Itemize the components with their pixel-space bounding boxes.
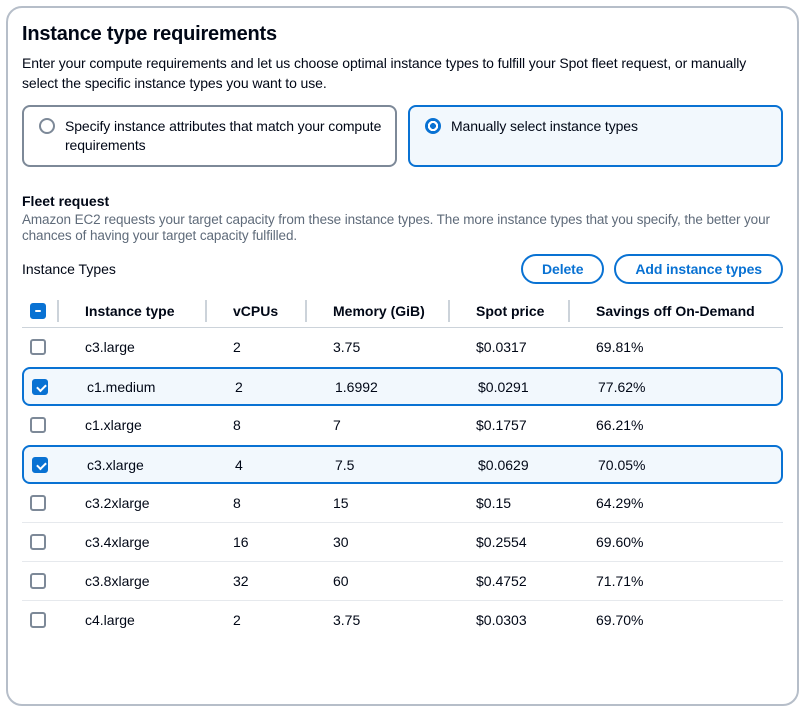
header-cell-instance-type: Instance type (57, 294, 205, 327)
cell-memory: 3.75 (333, 612, 361, 628)
cell-checkbox (22, 328, 57, 366)
checkbox-icon[interactable] (30, 495, 46, 511)
instance-types-label: Instance Types (22, 261, 116, 277)
cell-savings: 70.05% (598, 456, 646, 473)
instance-type-requirements-panel: Instance type requirements Enter your co… (6, 6, 799, 706)
header-cell-savings: Savings off On-Demand (568, 294, 783, 327)
table-header-row: Instance type vCPUs Memory (GiB) Spot pr… (22, 294, 783, 328)
tile-label: Specify instance attributes that match y… (65, 118, 382, 153)
cell-vcpus: 2 (235, 378, 243, 395)
cell-memory: 7 (333, 417, 341, 433)
cell-savings: 64.29% (596, 495, 644, 511)
fleet-request-description: Amazon EC2 requests your target capacity… (22, 212, 770, 243)
cell-vcpus: 2 (233, 612, 241, 628)
cell-instance-type: c3.8xlarge (85, 573, 150, 589)
cell-vcpus: 8 (233, 495, 241, 511)
table-row[interactable]: c3.xlarge 4 7.5 $0.0629 70.05% (22, 445, 783, 484)
checkbox-icon[interactable] (30, 339, 46, 355)
page-title: Instance type requirements (22, 23, 277, 45)
header-cell-memory: Memory (GiB) (305, 294, 448, 327)
cell-memory: 60 (333, 573, 349, 589)
cell-spot-price: $0.2554 (476, 534, 527, 550)
tile-specify-attributes[interactable]: Specify instance attributes that match y… (22, 105, 397, 167)
delete-button[interactable]: Delete (521, 254, 605, 284)
cell-spot-price: $0.4752 (476, 573, 527, 589)
checkbox-indeterminate-icon[interactable] (30, 302, 46, 319)
checkbox-icon[interactable] (30, 417, 46, 433)
table-row[interactable]: c3.4xlarge 16 30 $0.2554 69.60% (22, 523, 783, 562)
cell-spot-price: $0.0629 (478, 456, 529, 473)
cell-instance-type: c4.large (85, 612, 135, 628)
cell-checkbox (22, 562, 57, 600)
cell-vcpus: 32 (233, 573, 249, 589)
table-row[interactable]: c3.2xlarge 8 15 $0.15 64.29% (22, 484, 783, 523)
panel-description: Enter your compute requirements and let … (22, 55, 747, 91)
table-row[interactable]: c3.8xlarge 32 60 $0.4752 71.71% (22, 562, 783, 601)
radio-unselected-icon[interactable] (39, 118, 55, 134)
checkbox-checked-icon[interactable] (32, 378, 48, 395)
tile-manually-select[interactable]: Manually select instance types (408, 105, 783, 167)
cell-instance-type: c3.xlarge (87, 456, 144, 473)
cell-checkbox (22, 406, 57, 444)
cell-memory: 1.6992 (335, 378, 378, 395)
header-cell-spot-price: Spot price (448, 294, 568, 327)
checkbox-icon[interactable] (30, 612, 46, 628)
cell-checkbox (24, 447, 59, 482)
instance-types-table: Instance type vCPUs Memory (GiB) Spot pr… (22, 294, 783, 640)
cell-savings: 66.21% (596, 417, 644, 433)
cell-instance-type: c3.large (85, 339, 135, 355)
table-row[interactable]: c4.large 2 3.75 $0.0303 69.70% (22, 601, 783, 640)
toolbar-buttons: Delete Add instance types (521, 254, 783, 284)
table-row[interactable]: c1.xlarge 8 7 $0.1757 66.21% (22, 406, 783, 445)
instance-types-toolbar: Instance Types Delete Add instance types (22, 253, 783, 285)
add-instance-types-button[interactable]: Add instance types (614, 254, 783, 284)
checkbox-icon[interactable] (30, 534, 46, 550)
tile-label: Manually select instance types (451, 118, 638, 134)
radio-selected-icon[interactable] (425, 118, 441, 134)
header-cell-checkbox (22, 294, 57, 327)
cell-memory: 15 (333, 495, 349, 511)
cell-savings: 69.70% (596, 612, 644, 628)
cell-vcpus: 2 (233, 339, 241, 355)
table-row[interactable]: c1.medium 2 1.6992 $0.0291 77.62% (22, 367, 783, 406)
checkbox-icon[interactable] (30, 573, 46, 589)
cell-memory: 3.75 (333, 339, 361, 355)
cell-vcpus: 8 (233, 417, 241, 433)
cell-checkbox (22, 484, 57, 522)
cell-instance-type: c3.2xlarge (85, 495, 150, 511)
cell-checkbox (22, 601, 57, 639)
cell-memory: 7.5 (335, 456, 355, 473)
instance-selection-mode-tiles: Specify instance attributes that match y… (22, 105, 783, 167)
cell-instance-type: c3.4xlarge (85, 534, 150, 550)
cell-checkbox (22, 523, 57, 561)
checkbox-checked-icon[interactable] (32, 456, 48, 473)
header-cell-vcpus: vCPUs (205, 294, 305, 327)
cell-spot-price: $0.0303 (476, 612, 527, 628)
cell-spot-price: $0.15 (476, 495, 512, 511)
cell-instance-type: c1.medium (87, 378, 156, 395)
cell-vcpus: 16 (233, 534, 249, 550)
fleet-request-heading: Fleet request (22, 193, 110, 209)
cell-spot-price: $0.0291 (478, 378, 529, 395)
cell-savings: 69.60% (596, 534, 644, 550)
cell-memory: 30 (333, 534, 349, 550)
cell-savings: 77.62% (598, 378, 646, 395)
cell-spot-price: $0.0317 (476, 339, 527, 355)
cell-instance-type: c1.xlarge (85, 417, 142, 433)
cell-checkbox (24, 369, 59, 404)
table-row[interactable]: c3.large 2 3.75 $0.0317 69.81% (22, 328, 783, 367)
cell-vcpus: 4 (235, 456, 243, 473)
cell-savings: 69.81% (596, 339, 644, 355)
table-body: c3.large 2 3.75 $0.0317 69.81% c1.medium… (22, 328, 783, 640)
cell-savings: 71.71% (596, 573, 644, 589)
cell-spot-price: $0.1757 (476, 417, 527, 433)
